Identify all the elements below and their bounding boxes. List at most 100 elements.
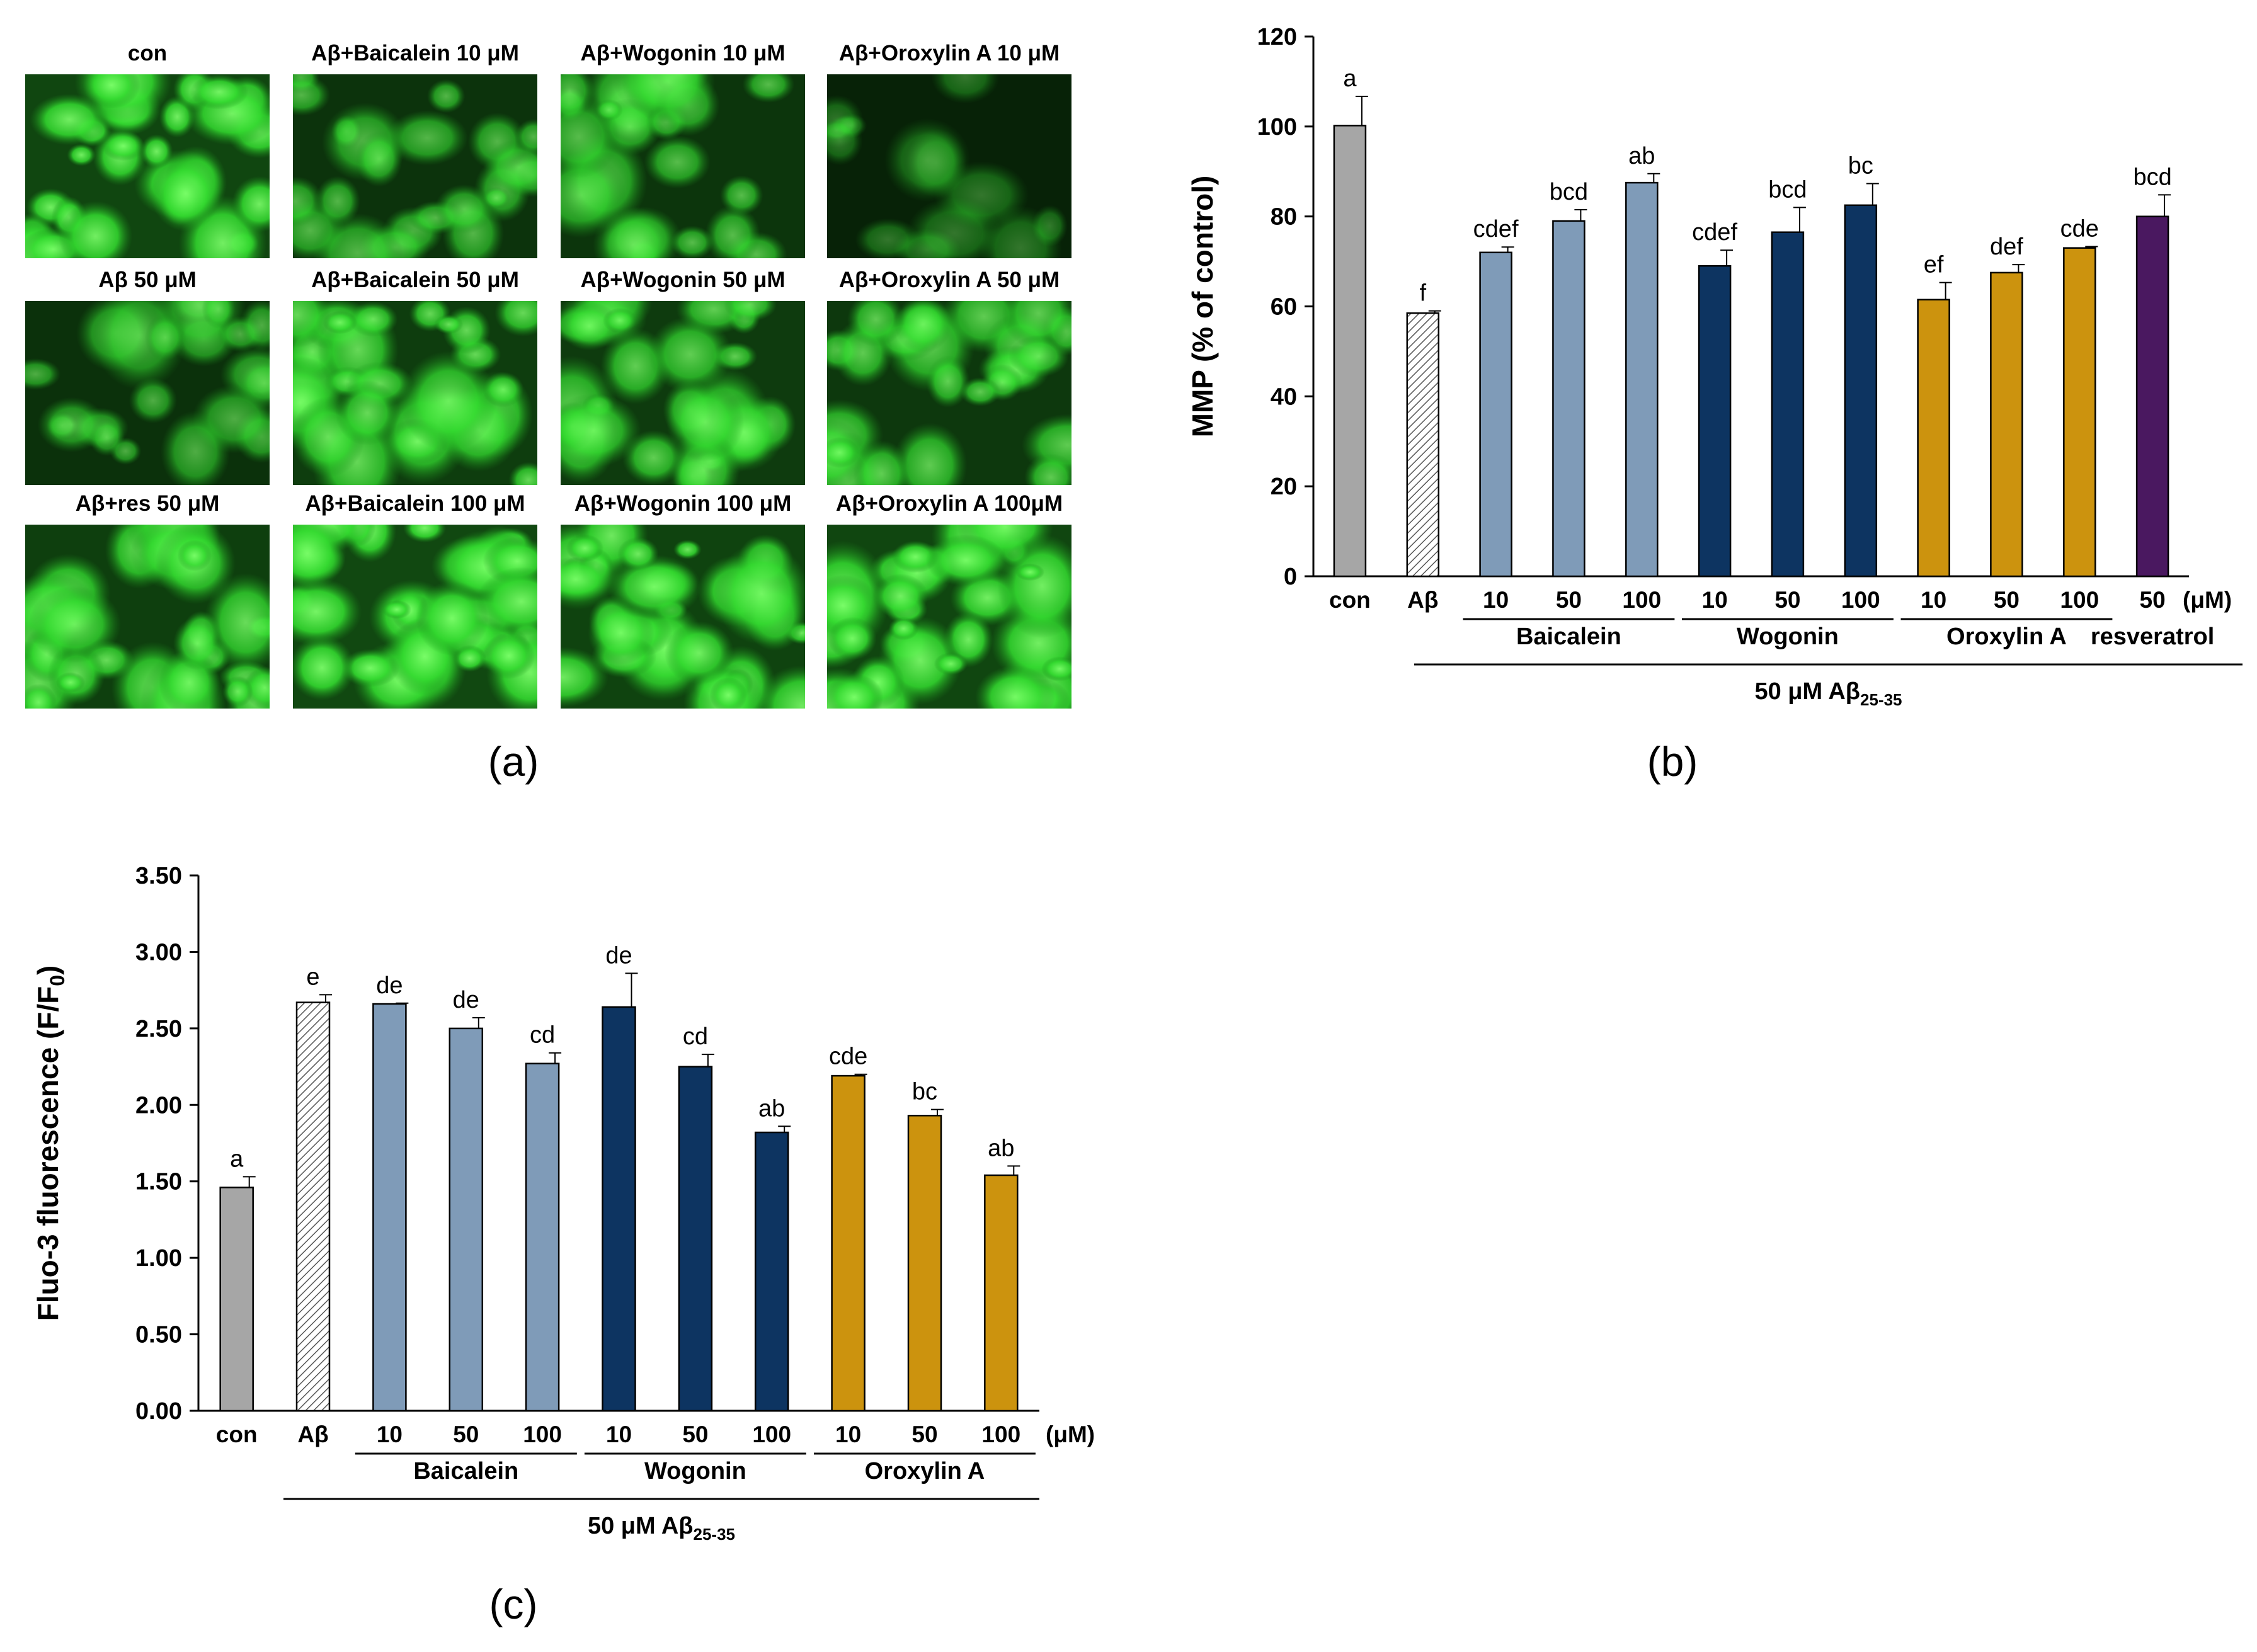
- micrograph-label: Aβ+Wogonin 100 μM: [574, 491, 792, 516]
- x-tick-label: 50: [1994, 587, 2020, 613]
- micrograph-label: Aβ+Baicalein 100 μM: [305, 491, 525, 516]
- panel-a-micrographs: con Aβ+Baicalein 10 μM Aβ+Wogonin 10 μM Aβ+…: [25, 41, 1071, 709]
- x-tick-label: 50: [682, 1421, 708, 1447]
- y-axis-title: MMP (% of control): [1186, 176, 1219, 438]
- panel-b-mmp-chart: 0 20 40 60 80 100 120 MMP (% of control) a con f Aβ…: [1186, 24, 2243, 709]
- x-tick-label: 100: [752, 1421, 791, 1447]
- significance-letter: cdef: [1473, 216, 1519, 242]
- x-tick-label: 100: [1622, 587, 1661, 613]
- bar: [1917, 299, 1950, 578]
- bar: [2135, 215, 2169, 578]
- y-tick-label: 2.50: [135, 1016, 182, 1042]
- micrograph-label: Aβ+Wogonin 50 μM: [580, 268, 785, 292]
- x-tick-label: 10: [606, 1421, 632, 1447]
- y-tick-label: 1.50: [135, 1169, 182, 1195]
- y-tick-label: 3.50: [135, 863, 182, 889]
- significance-letter: bcd: [1550, 179, 1588, 205]
- micrograph-label: con: [128, 41, 167, 66]
- bar: [1552, 220, 1586, 578]
- bar: [1333, 125, 1367, 578]
- bar: [1479, 251, 1512, 578]
- significance-letter: cd: [683, 1023, 708, 1050]
- significance-letter: bc: [912, 1079, 937, 1105]
- micrograph-cells: [827, 525, 1071, 709]
- bar: [1698, 265, 1732, 578]
- micrograph-cells: [25, 74, 270, 258]
- x-tick-label: 50: [911, 1421, 937, 1447]
- x-tick-label: 10: [1483, 587, 1509, 613]
- significance-letter: a: [230, 1146, 244, 1172]
- bar: [449, 1027, 484, 1412]
- significance-letter: cde: [2060, 216, 2099, 242]
- bar: [2063, 247, 2096, 578]
- unit-label: (μM): [2183, 587, 2232, 613]
- significance-letter: f: [1420, 280, 1427, 307]
- significance-letter: ab: [758, 1095, 785, 1122]
- group-label: Wogonin: [644, 1458, 746, 1484]
- x-tick-label: Aβ: [1407, 587, 1438, 613]
- micrograph-cells: [827, 74, 1071, 258]
- bar: [372, 1003, 407, 1412]
- x-tick-label: Aβ: [297, 1421, 328, 1447]
- micrograph-label: Aβ+res 50 μM: [76, 491, 220, 516]
- significance-letter: ab: [1628, 143, 1655, 169]
- micrograph-label: Aβ+Oroxylin A 10 μM: [839, 41, 1060, 66]
- group-label: Baicalein: [1516, 624, 1621, 650]
- unit-label: (μM): [1046, 1421, 1095, 1447]
- x-tick-label: 100: [1841, 587, 1880, 613]
- y-tick-label: 0.00: [135, 1398, 182, 1425]
- group-label: Oroxylin A: [1946, 624, 2067, 650]
- y-tick-label: 60: [1271, 294, 1297, 321]
- group-label: Baicalein: [413, 1458, 518, 1484]
- micrograph-label: Aβ+Baicalein 50 μM: [311, 268, 519, 292]
- significance-letter: bc: [1848, 153, 1873, 179]
- micrograph-label: Aβ+Oroxylin A 50 μM: [839, 268, 1060, 292]
- group-label: Wogonin: [1737, 624, 1839, 650]
- bar: [219, 1187, 254, 1412]
- x-tick-label: 50: [1556, 587, 1582, 613]
- micrograph-cells: [561, 301, 805, 485]
- bar: [295, 1001, 331, 1412]
- x-tick-label: 100: [523, 1421, 562, 1447]
- x-tick-label: 50: [2140, 587, 2166, 613]
- micrograph-label: Aβ+Wogonin 10 μM: [580, 41, 785, 66]
- y-tick-label: 40: [1271, 384, 1297, 410]
- panel-b-label: (b): [1647, 738, 1698, 785]
- x-tick-label: 100: [981, 1421, 1020, 1447]
- bar: [754, 1131, 789, 1412]
- significance-letter: de: [376, 972, 403, 999]
- panel-a-label: (a): [488, 738, 539, 785]
- group-label: Oroxylin A: [865, 1458, 985, 1484]
- significance-letter: de: [605, 942, 632, 969]
- bar: [525, 1062, 560, 1412]
- bar: [831, 1074, 866, 1412]
- y-tick-label: 2.00: [135, 1092, 182, 1119]
- treatment-label: 50 μM Aβ25-35: [588, 1513, 735, 1544]
- treatment-label: 50 μM Aβ25-35: [1754, 678, 1902, 709]
- y-tick-label: 20: [1271, 474, 1297, 500]
- y-tick-label: 0: [1284, 564, 1297, 590]
- significance-letter: cdef: [1692, 219, 1737, 246]
- micrograph-cells: [293, 74, 537, 258]
- bar: [1771, 231, 1805, 578]
- y-tick-label: 3.00: [135, 939, 182, 966]
- y-tick-label: 80: [1271, 204, 1297, 231]
- significance-letter: cde: [829, 1044, 867, 1070]
- panel-c-label: (c): [489, 1581, 538, 1627]
- micrograph-cells: [561, 525, 805, 709]
- x-tick-label: 10: [377, 1421, 403, 1447]
- group-label: resveratrol: [2091, 624, 2214, 650]
- y-tick-label: 1.00: [135, 1245, 182, 1272]
- x-tick-label: 10: [1921, 587, 1946, 613]
- micrograph-cells: [827, 301, 1071, 485]
- x-tick-label: 100: [2060, 587, 2099, 613]
- micrograph-cells: [293, 301, 537, 485]
- significance-letter: ab: [988, 1135, 1014, 1161]
- y-axis-title: Fluo-3 fluorescence (F/F0): [31, 966, 69, 1321]
- bar: [907, 1115, 942, 1412]
- significance-letter: e: [306, 964, 319, 990]
- significance-letter: bcd: [1768, 176, 1807, 203]
- x-tick-label: 50: [453, 1421, 479, 1447]
- x-tick-label: con: [216, 1421, 258, 1447]
